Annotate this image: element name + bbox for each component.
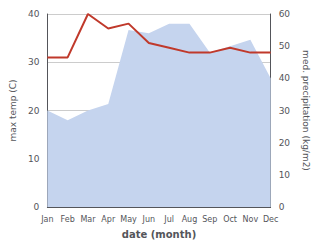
svg-text:Feb: Feb xyxy=(61,215,75,224)
svg-text:max temp (C): max temp (C) xyxy=(8,79,18,141)
svg-text:Jun: Jun xyxy=(142,215,156,224)
svg-text:10: 10 xyxy=(28,154,40,164)
svg-text:0: 0 xyxy=(279,202,285,212)
svg-text:20: 20 xyxy=(279,138,291,148)
svg-text:Aug: Aug xyxy=(182,215,198,224)
svg-text:0: 0 xyxy=(34,202,40,212)
svg-text:Apr: Apr xyxy=(101,215,116,224)
svg-text:50: 50 xyxy=(279,41,291,51)
svg-text:Mar: Mar xyxy=(80,215,96,224)
svg-text:date (month): date (month) xyxy=(122,229,196,240)
svg-text:40: 40 xyxy=(28,9,40,19)
svg-text:40: 40 xyxy=(279,73,291,83)
svg-text:20: 20 xyxy=(28,106,40,116)
svg-text:Jan: Jan xyxy=(40,215,53,224)
svg-text:Nov: Nov xyxy=(243,215,259,224)
svg-text:60: 60 xyxy=(279,9,291,19)
svg-text:30: 30 xyxy=(28,57,40,67)
svg-text:May: May xyxy=(120,215,137,224)
svg-text:Oct: Oct xyxy=(223,215,237,224)
svg-text:Sep: Sep xyxy=(202,215,217,224)
svg-text:10: 10 xyxy=(279,170,291,180)
svg-text:Jul: Jul xyxy=(163,215,174,224)
svg-text:Dec: Dec xyxy=(263,215,278,224)
svg-text:med. precipitation (kg/m2): med. precipitation (kg/m2) xyxy=(301,50,311,171)
svg-text:30: 30 xyxy=(279,106,291,116)
